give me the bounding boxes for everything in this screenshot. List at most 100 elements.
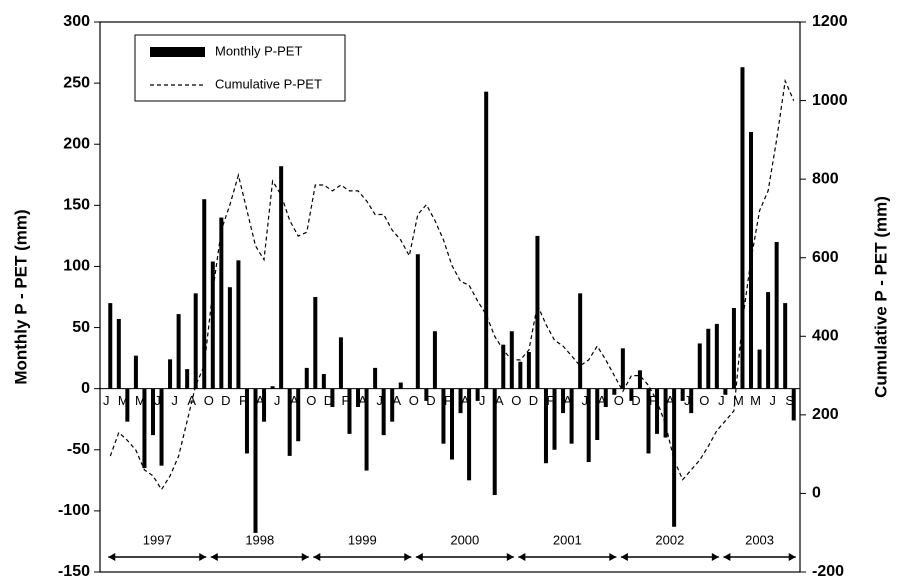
x-tick-label: F (239, 393, 247, 408)
bar (244, 388, 249, 454)
bar (330, 388, 335, 407)
y2-axis-title: Cumulative P - PET (mm) (871, 196, 890, 398)
bar (543, 388, 548, 464)
y-tick-label: 200 (63, 135, 90, 152)
x-tick-label: F (342, 393, 350, 408)
y2-tick-label: 0 (812, 485, 821, 502)
y2-tick-label: 800 (812, 170, 839, 187)
bar (176, 314, 181, 389)
x-tick-label: A (597, 393, 606, 408)
y-tick-label: -150 (58, 563, 90, 579)
plot-frame (99, 21, 801, 573)
x-tick-label: J (479, 393, 486, 408)
bar (595, 388, 600, 440)
bar (501, 344, 506, 389)
bar (603, 388, 608, 407)
y-tick-label: 100 (63, 258, 90, 275)
bar (637, 370, 642, 389)
bar (672, 388, 677, 527)
x-tick-label: M (750, 393, 761, 408)
bar (168, 359, 173, 389)
y2-tick-label: 400 (812, 328, 839, 345)
bar (159, 388, 164, 466)
x-tick-label: D (426, 393, 435, 408)
year-label: 2001 (553, 532, 582, 547)
year-label: 2000 (450, 532, 479, 547)
bar (535, 235, 540, 389)
x-tick-label: J (718, 393, 725, 408)
x-tick-label: A (563, 393, 572, 408)
x-tick-label: D (324, 393, 333, 408)
bar (731, 308, 736, 389)
bar (304, 367, 309, 389)
bar (663, 388, 668, 438)
bar (108, 303, 113, 389)
year-label: 1999 (348, 532, 377, 547)
y-tick-label: 50 (72, 319, 90, 336)
x-tick-label: F (649, 393, 657, 408)
y2-tick-label: 1200 (812, 13, 848, 30)
bar (578, 293, 583, 389)
bar (398, 382, 403, 389)
y2-tick-label: 200 (812, 406, 839, 423)
y2-tick-label: 1000 (812, 92, 848, 109)
bar (424, 388, 429, 401)
bar (714, 323, 719, 389)
bar (279, 166, 284, 389)
x-tick-label: S (785, 393, 794, 408)
x-tick-label: J (103, 393, 110, 408)
bar (475, 388, 480, 401)
cumulative-line (109, 78, 795, 491)
x-tick-label: D (631, 393, 640, 408)
bar (740, 67, 745, 389)
bar (791, 388, 796, 421)
bar (697, 343, 702, 389)
bar (612, 388, 617, 395)
year-label: 1998 (245, 532, 274, 547)
y-tick-label: 250 (63, 74, 90, 91)
y-tick-label: -100 (58, 502, 90, 519)
x-tick-label: O (409, 393, 419, 408)
x-tick-label: J (769, 393, 776, 408)
bar (723, 388, 728, 395)
x-tick-label: A (358, 393, 367, 408)
bar (253, 388, 258, 533)
x-tick-label: F (444, 393, 452, 408)
x-tick-label: J (376, 393, 383, 408)
bar (646, 388, 651, 454)
x-tick-label: J (684, 393, 691, 408)
x-tick-label: F (547, 393, 555, 408)
bar (586, 388, 591, 462)
bar (620, 348, 625, 389)
bar (185, 369, 190, 389)
x-tick-label: J (274, 393, 281, 408)
bar (202, 199, 207, 389)
x-tick-label: A (461, 393, 470, 408)
x-tick-label: O (614, 393, 624, 408)
bar (706, 328, 711, 389)
x-tick-label: M (118, 393, 129, 408)
bar (783, 303, 788, 389)
x-tick-label: D (529, 393, 538, 408)
bar (364, 388, 369, 471)
bar (467, 388, 472, 481)
bar (766, 292, 771, 389)
legend: Monthly P-PET Cumulative P-PET (134, 34, 346, 102)
x-tick-label: O (699, 393, 709, 408)
bar (757, 349, 762, 389)
x-tick-label: A (666, 393, 675, 408)
y2-tick-label: -200 (812, 563, 844, 579)
legend-label: Cumulative P-PET (215, 76, 322, 91)
bar (133, 355, 138, 389)
bar (313, 297, 318, 389)
bar (484, 91, 489, 389)
y-tick-label: 150 (63, 197, 90, 214)
year-label: 2003 (745, 532, 774, 547)
x-tick-label: M (733, 393, 744, 408)
x-tick-label: O (511, 393, 521, 408)
bar (689, 388, 694, 414)
bar (569, 388, 574, 444)
bar (492, 388, 497, 495)
bar (210, 261, 215, 389)
x-tick-label: A (495, 393, 504, 408)
